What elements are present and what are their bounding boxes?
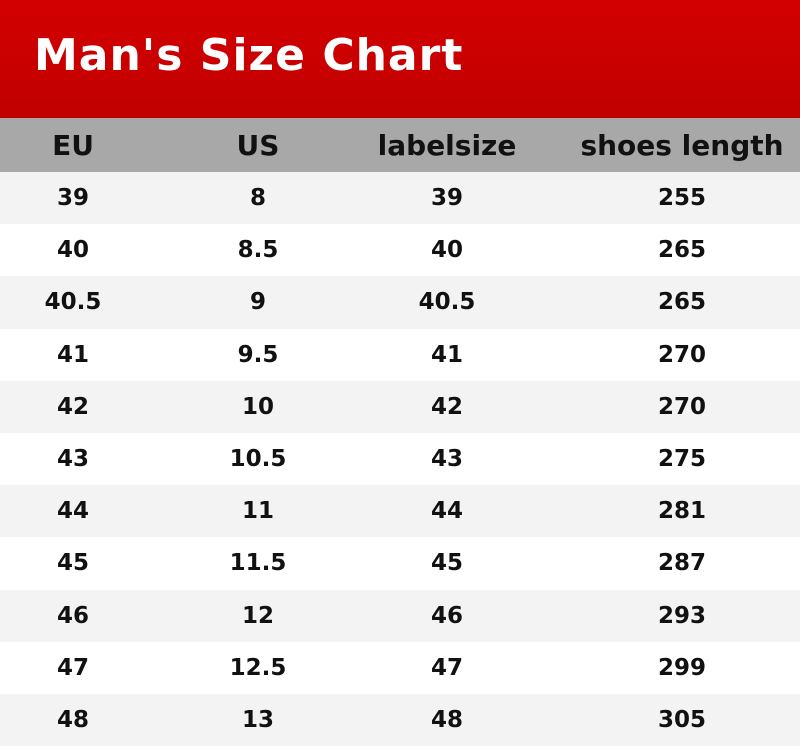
cell-labelsize: 45 xyxy=(430,550,464,577)
cell-eu: 39 xyxy=(56,185,90,212)
chart-title: Man's Size Chart xyxy=(34,30,464,81)
cell-us: 8.5 xyxy=(237,237,279,264)
cell-labelsize: 39 xyxy=(430,185,464,212)
cell-us: 13 xyxy=(241,706,275,733)
cell-us: 10.5 xyxy=(229,446,287,473)
cell-shoes-length: 275 xyxy=(657,446,707,473)
cell-eu: 42 xyxy=(56,393,90,420)
table-row: 40 8.5 40 265 xyxy=(0,224,800,276)
cell-us: 9.5 xyxy=(237,341,279,368)
header-labelsize: labelsize xyxy=(377,128,517,162)
cell-eu: 48 xyxy=(56,706,90,733)
title-bar: Man's Size Chart xyxy=(0,0,800,118)
cell-us: 11 xyxy=(241,498,275,525)
cell-labelsize: 42 xyxy=(430,393,464,420)
cell-labelsize: 40.5 xyxy=(418,289,476,316)
table-row: 46 12 46 293 xyxy=(0,589,800,642)
cell-us: 11.5 xyxy=(229,550,287,577)
cell-shoes-length: 281 xyxy=(657,498,707,525)
table-row: 45 11.5 45 287 xyxy=(0,537,800,589)
cell-labelsize: 41 xyxy=(430,341,464,368)
cell-labelsize: 40 xyxy=(430,237,464,264)
cell-eu: 47 xyxy=(56,654,90,681)
cell-eu: 40 xyxy=(56,237,90,264)
cell-us: 10 xyxy=(241,393,275,420)
cell-labelsize: 48 xyxy=(430,706,464,733)
cell-labelsize: 43 xyxy=(430,446,464,473)
cell-eu: 44 xyxy=(56,498,90,525)
header-us: US xyxy=(236,128,280,162)
cell-eu: 43 xyxy=(56,446,90,473)
table-body: 39 8 39 255 40 8.5 40 265 40.5 9 40.5 265 41 9.5 41 270… xyxy=(0,172,800,746)
cell-shoes-length: 270 xyxy=(657,393,707,420)
header-eu: EU xyxy=(52,128,94,162)
cell-labelsize: 47 xyxy=(430,654,464,681)
table-row: 42 10 42 270 xyxy=(0,380,800,433)
table-row: 48 13 48 305 xyxy=(0,693,800,746)
table-row: 41 9.5 41 270 xyxy=(0,329,800,381)
cell-eu: 40.5 xyxy=(44,289,102,316)
header-row: EU US labelsize shoes length xyxy=(0,118,800,172)
table-row: 40.5 9 40.5 265 xyxy=(0,276,800,329)
cell-eu: 46 xyxy=(56,602,90,629)
cell-shoes-length: 265 xyxy=(657,237,707,264)
cell-us: 12.5 xyxy=(229,654,287,681)
cell-shoes-length: 255 xyxy=(657,185,707,212)
cell-shoes-length: 265 xyxy=(657,289,707,316)
cell-shoes-length: 287 xyxy=(657,550,707,577)
cell-shoes-length: 270 xyxy=(657,341,707,368)
table-row: 43 10.5 43 275 xyxy=(0,433,800,485)
cell-eu: 41 xyxy=(56,341,90,368)
cell-shoes-length: 299 xyxy=(657,654,707,681)
cell-labelsize: 44 xyxy=(430,498,464,525)
header-shoes-length: shoes length xyxy=(580,128,784,162)
cell-labelsize: 46 xyxy=(430,602,464,629)
cell-us: 9 xyxy=(249,289,267,316)
table-row: 39 8 39 255 xyxy=(0,172,800,225)
cell-us: 12 xyxy=(241,602,275,629)
cell-eu: 45 xyxy=(56,550,90,577)
table-row: 44 11 44 281 xyxy=(0,485,800,538)
table-row: 47 12.5 47 299 xyxy=(0,642,800,694)
cell-shoes-length: 305 xyxy=(657,706,707,733)
cell-us: 8 xyxy=(249,185,267,212)
cell-shoes-length: 293 xyxy=(657,602,707,629)
